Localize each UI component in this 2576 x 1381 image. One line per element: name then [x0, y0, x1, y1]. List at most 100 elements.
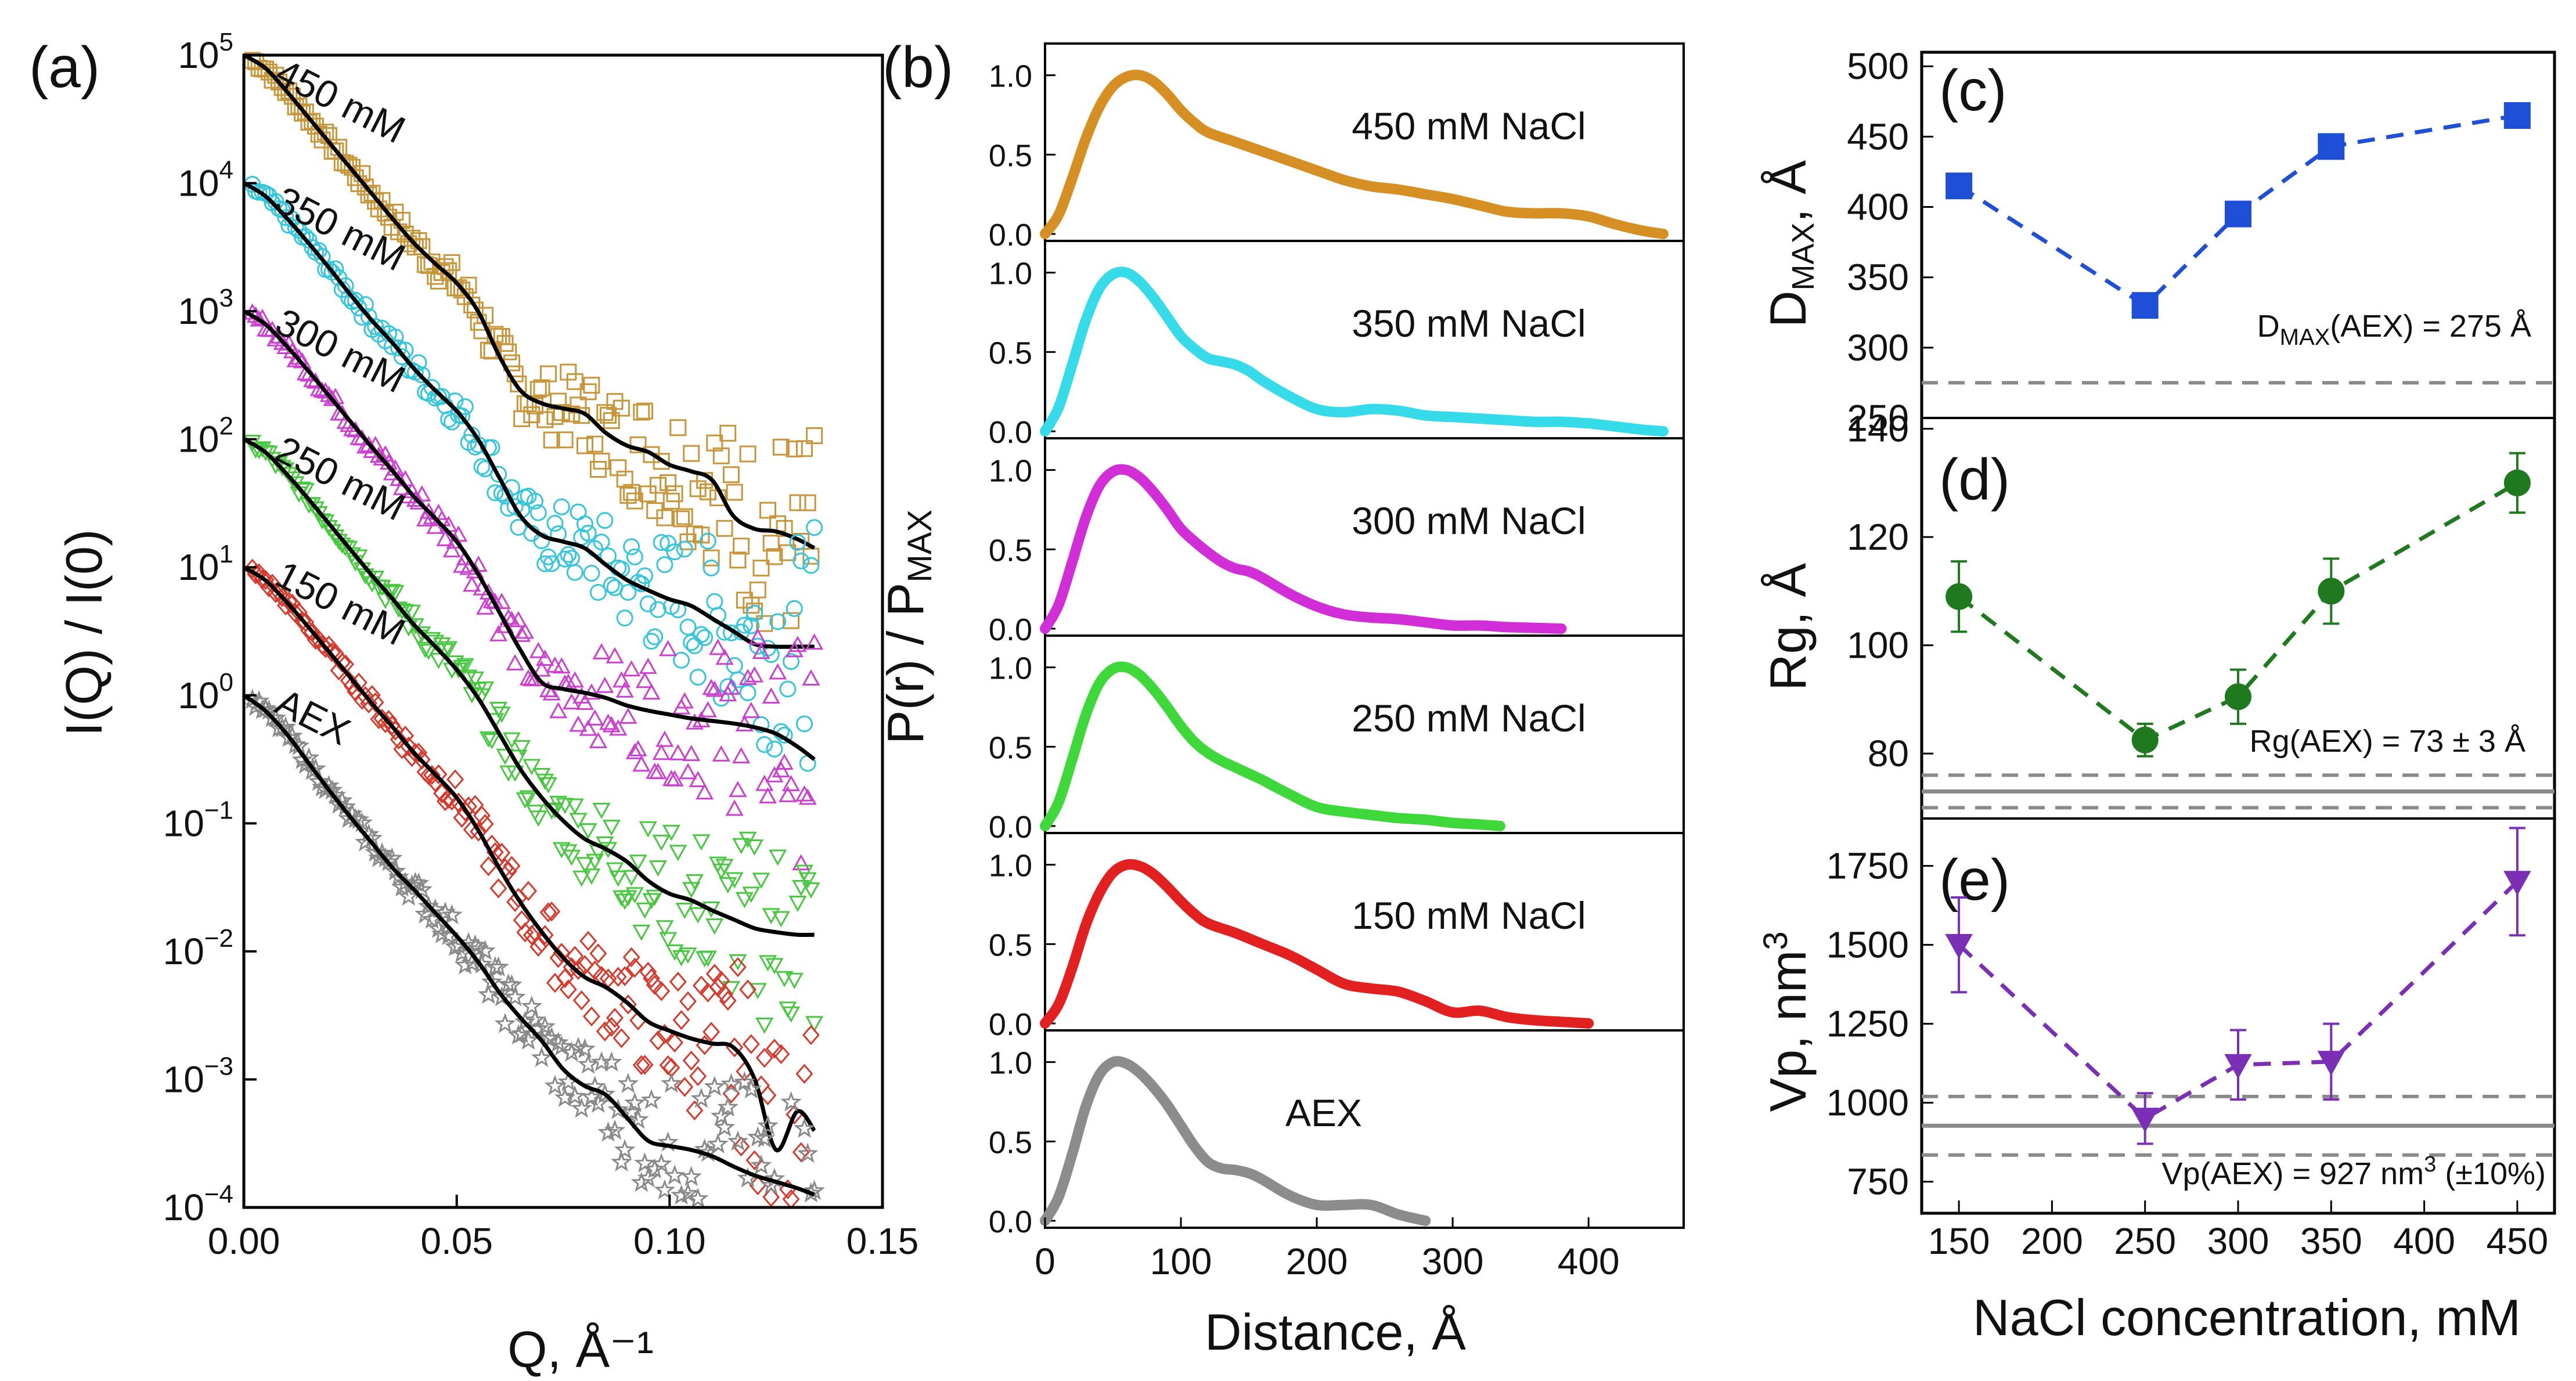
d-data-point	[2318, 578, 2345, 605]
a-data-point	[662, 824, 680, 841]
b-subpanel-1: 0.0 0.5 1.0 350 mM NaCl	[989, 240, 1685, 450]
a-data-point	[251, 698, 273, 719]
a-data-point	[669, 744, 687, 760]
a-series-5	[242, 688, 826, 1208]
a-data-point	[254, 183, 271, 201]
a-data-point	[788, 896, 807, 913]
a-data-point	[565, 798, 584, 815]
a-data-point	[622, 660, 641, 677]
a-data-point	[410, 232, 427, 249]
b-subpanel-0: 0.0 0.5 1.0 450 mM NaCl	[989, 42, 1685, 253]
a-data-point	[482, 592, 501, 608]
a-data-point	[556, 798, 574, 814]
a-data-point	[643, 446, 660, 463]
a-data-point	[513, 740, 531, 756]
a-data-point	[575, 857, 594, 874]
a-data-point	[426, 517, 445, 534]
a-data-point	[454, 954, 476, 975]
a-data-point	[719, 424, 737, 442]
e-ytick-label: 750	[1847, 1161, 1909, 1203]
b-pr-curve	[1040, 266, 1669, 437]
a-data-point	[406, 618, 424, 635]
a-data-point	[525, 805, 545, 821]
a-data-point	[592, 643, 611, 659]
a-data-point	[413, 366, 431, 384]
panel-d-plot: 80 100 120 140	[1847, 408, 2555, 810]
a-data-point	[719, 877, 737, 894]
a-data-point	[676, 508, 693, 525]
a-data-point	[611, 1151, 632, 1172]
a-data-point	[604, 1119, 626, 1140]
b-ytick-label: 1.0	[989, 257, 1032, 291]
a-data-point	[504, 986, 526, 1007]
a-data-point	[500, 343, 517, 360]
a-data-point	[579, 383, 597, 401]
panel-b-ylabel: P(r) / PMAX	[877, 510, 939, 744]
a-data-point	[473, 805, 491, 826]
a-data-point	[756, 736, 773, 753]
a-data-point	[573, 407, 590, 424]
panel-e-ylabel: Vp, nm3	[1757, 931, 1817, 1112]
a-data-point	[494, 1012, 516, 1033]
a-data-point	[802, 669, 820, 686]
a-data-point	[782, 775, 801, 792]
a-data-point	[609, 870, 628, 887]
a-data-point	[467, 938, 489, 958]
b-ytick-label: 1.0	[989, 651, 1032, 686]
a-data-point	[370, 200, 387, 218]
a-data-point	[682, 1050, 700, 1071]
a-data-point	[648, 860, 668, 877]
a-data-point	[752, 716, 770, 733]
e-data-point	[2224, 1054, 2252, 1079]
a-data-point	[403, 604, 421, 621]
a-data-point	[487, 484, 504, 502]
d-ytick-label: 120	[1847, 516, 1909, 558]
a-data-point	[559, 979, 577, 1000]
a-data-point	[582, 1006, 600, 1027]
b-subpanel-5: 0.0 0.5 1.0 AEX	[989, 1029, 1685, 1239]
b-pr-curve	[1040, 1056, 1431, 1226]
a-fit-line	[243, 53, 816, 550]
panel-a-ylabel: I(Q) / I(0)	[55, 529, 113, 737]
panel-e-plot: 750 1000 1250 1500 1750	[1826, 827, 2555, 1203]
a-data-point	[589, 583, 607, 601]
a-data-point	[373, 192, 391, 209]
a-data-point	[390, 729, 408, 750]
a-data-point	[622, 870, 641, 886]
a-data-point	[489, 625, 508, 641]
a-data-point	[669, 971, 687, 992]
a-data-point	[510, 375, 527, 392]
a-series-4	[243, 558, 820, 1210]
a-series-3	[243, 434, 824, 1034]
a-data-point	[569, 813, 588, 830]
a-data-point	[722, 466, 740, 484]
a-data-point	[612, 671, 631, 688]
a-data-point	[766, 740, 783, 758]
a-data-point	[452, 659, 471, 676]
a-data-point	[563, 550, 581, 567]
a-data-point	[373, 320, 391, 337]
a-data-point	[679, 947, 697, 964]
a-data-point	[712, 745, 730, 762]
a-data-point	[716, 520, 733, 537]
a-data-point	[539, 365, 557, 383]
a-data-point	[689, 1066, 707, 1087]
a-data-point	[600, 406, 617, 424]
a-data-point	[264, 71, 281, 89]
a-data-point	[752, 560, 770, 577]
a-data-point	[710, 1105, 732, 1126]
a-data-point	[725, 872, 744, 889]
b-ytick-label: 1.0	[989, 849, 1032, 884]
a-data-point	[606, 393, 624, 410]
b-ytick-label: 0.5	[989, 533, 1032, 568]
a-data-point	[344, 293, 361, 311]
a-data-point	[722, 678, 741, 695]
b-subpanel-4: 0.0 0.5 1.0 150 mM NaCl	[989, 832, 1685, 1042]
a-data-point	[596, 512, 614, 529]
a-fit-line	[242, 693, 815, 1197]
a-data-point	[709, 639, 727, 655]
a-data-point	[762, 535, 780, 552]
b-ytick-label: 0.5	[989, 1125, 1032, 1160]
a-data-point	[673, 651, 690, 669]
a-data-point	[759, 502, 776, 519]
